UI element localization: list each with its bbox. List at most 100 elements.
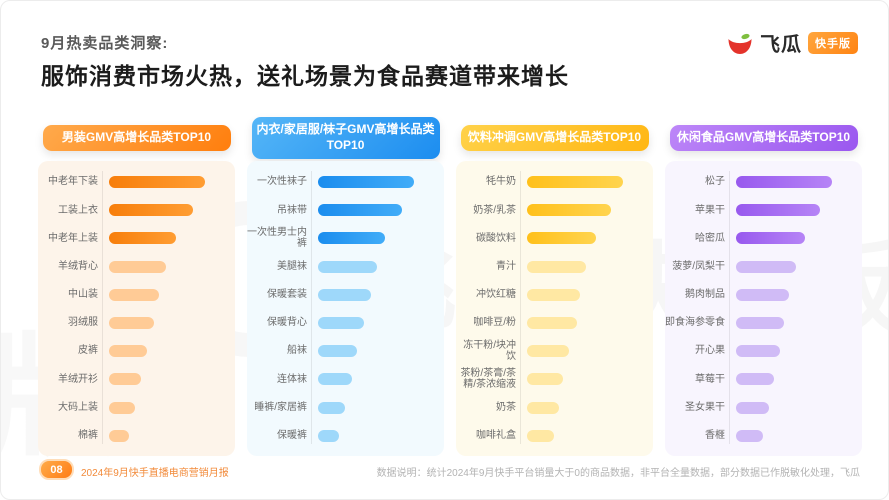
bar-row: 棉裤 bbox=[38, 422, 235, 450]
gmv-bar bbox=[527, 176, 623, 189]
category-label: 奶茶/乳茶 bbox=[473, 204, 516, 216]
category-label: 松子 bbox=[705, 176, 725, 188]
gmv-bar bbox=[109, 176, 205, 189]
bar-row: 吊袜带 bbox=[247, 196, 444, 224]
gmv-bar bbox=[736, 288, 789, 301]
gmv-bar bbox=[318, 429, 340, 442]
category-label: 羽绒服 bbox=[68, 317, 98, 329]
category-label: 菠萝/凤梨干 bbox=[672, 260, 725, 272]
gmv-bar bbox=[736, 232, 806, 245]
bar-chart: 松子 苹果干 哈密瓜 菠萝/凤梨干 鹅肉制品 即食海参零食 开心果 草莓干 圣女果干 香榧 bbox=[665, 161, 862, 456]
gmv-bar bbox=[318, 204, 403, 217]
gmv-bar bbox=[736, 260, 797, 273]
bar-row: 中老年上装 bbox=[38, 224, 235, 252]
category-label: 咖啡豆/粉 bbox=[473, 317, 516, 329]
gmv-bar bbox=[736, 373, 775, 386]
gmv-bar bbox=[736, 401, 769, 414]
panel-title: 饮料冲调GMV高增长品类TOP10 bbox=[460, 125, 649, 151]
gmv-bar bbox=[109, 429, 130, 442]
category-label: 睡裤/家居裤 bbox=[254, 401, 307, 413]
category-label: 开心果 bbox=[695, 345, 725, 357]
gmv-bar bbox=[527, 317, 577, 330]
gmv-bar bbox=[109, 373, 141, 386]
gmv-bar bbox=[527, 401, 559, 414]
bar-row: 冲饮红糖 bbox=[456, 281, 653, 309]
category-label: 一次性男士内裤 bbox=[247, 226, 307, 250]
category-label: 咖啡礼盒 bbox=[476, 430, 516, 442]
gmv-bar bbox=[109, 260, 166, 273]
category-label: 保暖套装 bbox=[267, 289, 307, 301]
bar-row: 菠萝/凤梨干 bbox=[665, 253, 862, 281]
bar-row: 皮裤 bbox=[38, 337, 235, 365]
bar-chart: 牦牛奶奶茶/乳茶碳酸饮料青汁冲饮红糖咖啡豆/粉冻干粉/块冲饮 茶粉/茶膏/茶精/茶… bbox=[456, 161, 653, 456]
category-label: 茶粉/茶膏/茶精/茶浓缩液 bbox=[460, 367, 516, 391]
category-label: 鹅肉制品 bbox=[685, 289, 725, 301]
gmv-bar bbox=[109, 317, 155, 330]
bar-row: 鹅肉制品 bbox=[665, 281, 862, 309]
gmv-bar bbox=[527, 373, 564, 386]
logo-version-badge: 快手版 bbox=[808, 31, 858, 54]
category-label: 青汁 bbox=[496, 260, 516, 272]
bar-row: 一次性袜子 bbox=[247, 168, 444, 196]
category-label: 船袜 bbox=[287, 345, 307, 357]
bar-row: 工装上衣 bbox=[38, 196, 235, 224]
gmv-bar bbox=[736, 345, 781, 358]
bar-row: 羊绒背心 bbox=[38, 253, 235, 281]
bar-row: 中山装 bbox=[38, 281, 235, 309]
gmv-bar bbox=[527, 288, 580, 301]
category-label: 牦牛奶 bbox=[486, 176, 516, 188]
bar-row: 牦牛奶 bbox=[456, 168, 653, 196]
gmv-bar bbox=[527, 345, 570, 358]
panel-title: 休闲食品GMV高增长品类TOP10 bbox=[669, 125, 858, 151]
page-number-badge: 08 bbox=[39, 459, 74, 480]
gmv-bar bbox=[109, 345, 148, 358]
panel-title: 男装GMV高增长品类TOP10 bbox=[42, 125, 231, 151]
bar-row: 咖啡礼盒 bbox=[456, 422, 653, 450]
bar-row: 羊绒开衫 bbox=[38, 365, 235, 393]
gmv-bar bbox=[318, 176, 414, 189]
footer-report-title: 2024年9月快手直播电商营销月报 bbox=[81, 468, 229, 479]
gmv-bar bbox=[318, 232, 386, 245]
footer-data-note: 数据说明：统计2024年9月快手平台销量大于0的商品数据，非平台全量数据，部分数… bbox=[376, 468, 860, 479]
category-label: 保暖裤 bbox=[277, 430, 307, 442]
bar-row: 碳酸饮料 bbox=[456, 224, 653, 252]
panel-underwear-socks: 内衣/家居服/袜子GMV高增长品类TOP10 一次性袜子 吊袜带 一次性男士内裤 美腿… bbox=[247, 115, 444, 456]
category-label: 圣女果干 bbox=[685, 401, 725, 413]
category-label: 工装上衣 bbox=[58, 204, 98, 216]
gmv-bar bbox=[318, 288, 371, 301]
gmv-bar bbox=[736, 204, 821, 217]
bar-row: 大码上装 bbox=[38, 394, 235, 422]
melon-icon bbox=[726, 29, 754, 57]
bar-row: 保暖套装 bbox=[247, 281, 444, 309]
gmv-bar bbox=[318, 373, 352, 386]
category-label: 一次性袜子 bbox=[257, 176, 307, 188]
gmv-bar bbox=[318, 317, 365, 330]
bar-row: 开心果 bbox=[665, 337, 862, 365]
category-label: 香榧 bbox=[705, 430, 725, 442]
gmv-bar bbox=[109, 204, 194, 217]
category-label: 保暖背心 bbox=[267, 317, 307, 329]
category-label: 皮裤 bbox=[78, 345, 98, 357]
gmv-bar bbox=[318, 260, 377, 273]
bar-row: 一次性男士内裤 bbox=[247, 224, 444, 252]
category-label: 羊绒背心 bbox=[58, 260, 98, 272]
bar-row: 睡裤/家居裤 bbox=[247, 394, 444, 422]
bar-row: 哈密瓜 bbox=[665, 224, 862, 252]
category-label: 碳酸饮料 bbox=[476, 232, 516, 244]
bar-row: 茶粉/茶膏/茶精/茶浓缩液 bbox=[456, 365, 653, 393]
bar-chart: 一次性袜子 吊袜带 一次性男士内裤 美腿袜 保暖套装 保暖背心 船袜 连体袜 睡裤/家居裤 保暖裤 bbox=[247, 161, 444, 456]
bar-row: 保暖裤 bbox=[247, 422, 444, 450]
bar-rows: 中老年下装工装上衣中老年上装羊绒背心中山装羽绒服皮裤羊绒开衫 大码上装 棉裤 bbox=[38, 168, 235, 450]
bar-row: 美腿袜 bbox=[247, 253, 444, 281]
bar-row: 香榧 bbox=[665, 422, 862, 450]
category-label: 美腿袜 bbox=[277, 260, 307, 272]
gmv-bar bbox=[527, 204, 612, 217]
panel-snacks: 休闲食品GMV高增长品类TOP10 松子 苹果干 哈密瓜 菠萝/凤梨干 鹅肉制品 即食海参… bbox=[665, 115, 862, 456]
bar-row: 中老年下装 bbox=[38, 168, 235, 196]
bar-row: 奶茶/乳茶 bbox=[456, 196, 653, 224]
gmv-bar bbox=[109, 401, 135, 414]
bar-row: 苹果干 bbox=[665, 196, 862, 224]
gmv-bar bbox=[736, 176, 832, 189]
category-label: 冻干粉/块冲饮 bbox=[463, 339, 516, 363]
